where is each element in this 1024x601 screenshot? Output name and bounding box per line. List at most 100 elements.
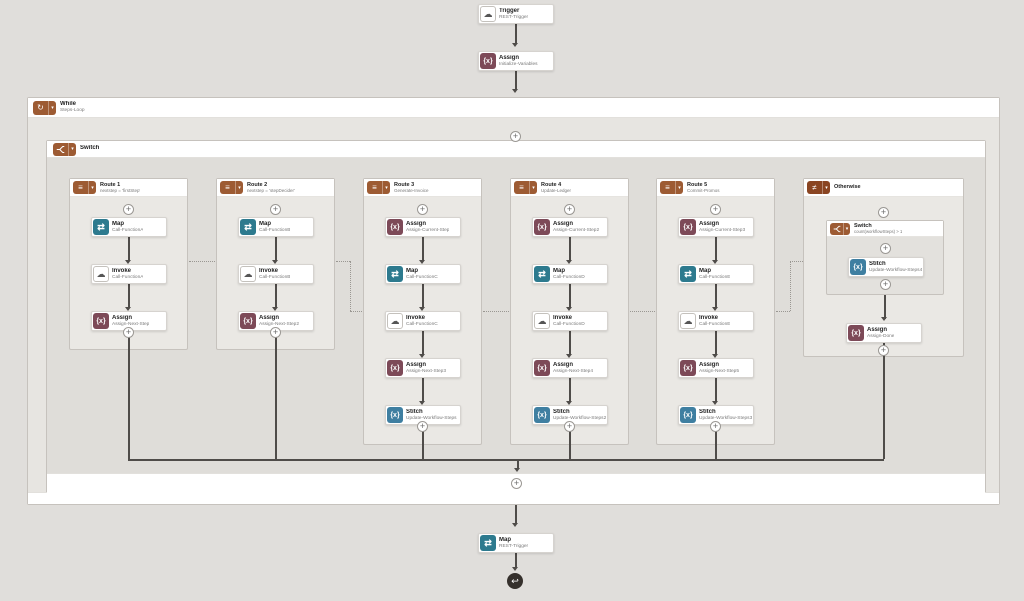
route-2-header[interactable]: ≡ ▾ Route 2 nextstep = 'stepDecider': [217, 179, 334, 197]
route3-invoke-node[interactable]: ☁ Invoke Call-FunctionC: [385, 311, 461, 331]
route-4-header[interactable]: ≡ ▾ Route 4 Update-Ledger: [511, 179, 628, 197]
connector-arrow: [881, 317, 887, 321]
otherwise-container: ≠ ▾ Otherwise + ▾ Switch count(workflowSt…: [803, 178, 964, 358]
route2-map-node[interactable]: ⇄ Map Call-FunctionB: [238, 217, 314, 237]
route3-map-node[interactable]: ⇄ Map Call-FunctionC: [385, 264, 461, 284]
add-action-button[interactable]: +: [417, 421, 428, 432]
add-action-button[interactable]: +: [417, 204, 428, 215]
route1-invoke-node[interactable]: ☁ Invoke Call-FunctionA: [91, 264, 167, 284]
connector: [128, 350, 130, 459]
connector-arrow: [419, 401, 425, 405]
map-icon: ⇄: [534, 266, 550, 282]
end-node[interactable]: ↩: [507, 573, 523, 589]
chevron-down-icon[interactable]: ▾: [48, 100, 56, 115]
route1-map-node[interactable]: ⇄ Map Call-FunctionA: [91, 217, 167, 237]
condition-menu-icon[interactable]: ≡ ▾: [660, 181, 683, 194]
connector-arrow: [514, 468, 520, 472]
add-action-button[interactable]: +: [270, 204, 281, 215]
connector: [128, 331, 130, 351]
cloud-invoke-icon: ☁: [534, 313, 550, 329]
loop-icon[interactable]: ↻ ▾: [33, 100, 56, 115]
connector: [275, 237, 277, 260]
route4-invoke-node[interactable]: ☁ Invoke Call-FunctionD: [532, 311, 608, 331]
connector: [569, 445, 571, 459]
route5-invoke-node[interactable]: ☁ Invoke Call-FunctionE: [678, 311, 754, 331]
route-title: Route 5: [687, 181, 708, 188]
route-1-container: ≡ ▾ Route 1 nextstep = 'firstStep' + ⇄ Ma…: [69, 178, 188, 351]
not-equal-icon[interactable]: ≠ ▾: [807, 181, 830, 194]
node-subtitle: Initialize-Variables: [499, 61, 538, 67]
assign-icon: {x}: [680, 219, 696, 235]
while-container: ↻ ▾ While Steps-Loop + ▾ Switch +: [27, 97, 1000, 505]
route-4-container: ≡ ▾ Route 4 Update-Ledger + {x} Assign Ass…: [510, 178, 629, 446]
add-action-button[interactable]: +: [123, 327, 134, 338]
switch-header[interactable]: ▾ Switch: [47, 141, 985, 158]
condition-menu-icon[interactable]: ≡ ▾: [220, 181, 243, 194]
connector-arrow: [512, 523, 518, 527]
condition-menu-icon[interactable]: ≡ ▾: [514, 181, 537, 194]
chevron-down-icon[interactable]: ▾: [675, 181, 683, 194]
add-action-button[interactable]: +: [564, 421, 575, 432]
final-map-node[interactable]: ⇄ Map REST-Trigger: [478, 533, 554, 553]
add-action-button[interactable]: +: [123, 204, 134, 215]
condition-menu-icon[interactable]: ≡ ▾: [73, 181, 96, 194]
connector-arrow: [712, 260, 718, 264]
switch-icon[interactable]: ▾: [53, 142, 76, 156]
condition-menu-icon[interactable]: ≡ ▾: [367, 181, 390, 194]
route1-assign-node[interactable]: {x} Assign Assign-Next-Step: [91, 311, 167, 331]
add-action-button[interactable]: +: [880, 279, 891, 290]
while-title: While: [60, 101, 76, 108]
switch-icon[interactable]: ▾: [830, 222, 850, 235]
assign-icon: {x}: [387, 219, 403, 235]
nested-switch-header[interactable]: ▾ Switch count(workflowSteps) > 1: [827, 221, 943, 237]
add-action-button[interactable]: +: [880, 243, 891, 254]
add-action-button[interactable]: +: [564, 204, 575, 215]
otherwise-header[interactable]: ≠ ▾ Otherwise: [804, 179, 963, 197]
dotted-connector: [350, 311, 362, 312]
route-subtitle: Generate-Invoice: [394, 188, 429, 194]
add-action-button[interactable]: +: [878, 345, 889, 356]
route3-assign2-node[interactable]: {x} Assign Assign-Next-Step3: [385, 358, 461, 378]
chevron-down-icon[interactable]: ▾: [843, 222, 850, 235]
chevron-down-icon[interactable]: ▾: [529, 181, 537, 194]
dotted-connector: [630, 311, 655, 312]
route-1-header[interactable]: ≡ ▾ Route 1 nextstep = 'firstStep': [70, 179, 187, 197]
chevron-down-icon[interactable]: ▾: [68, 142, 76, 156]
chevron-down-icon[interactable]: ▾: [235, 181, 243, 194]
assign-icon: {x}: [387, 360, 403, 376]
chevron-down-icon[interactable]: ▾: [822, 181, 830, 194]
connector: [275, 331, 277, 351]
connector-arrow: [512, 43, 518, 47]
trigger-node[interactable]: ☁ Trigger REST-Trigger: [478, 4, 554, 24]
add-action-button[interactable]: +: [710, 421, 721, 432]
connector: [715, 237, 717, 260]
route5-map-node[interactable]: ⇄ Map Call-FunctionE: [678, 264, 754, 284]
add-action-button[interactable]: +: [510, 131, 521, 142]
initialize-assign-node[interactable]: {x} Assign Initialize-Variables: [478, 51, 554, 71]
while-header[interactable]: ↻ ▾ While Steps-Loop: [28, 98, 999, 118]
route4-assign2-node[interactable]: {x} Assign Assign-Next-Step4: [532, 358, 608, 378]
route2-invoke-node[interactable]: ☁ Invoke Call-FunctionB: [238, 264, 314, 284]
map-icon: ⇄: [680, 266, 696, 282]
route4-map-node[interactable]: ⇄ Map Call-FunctionD: [532, 264, 608, 284]
add-action-button[interactable]: +: [511, 478, 522, 489]
otherwise-stitch-node[interactable]: {x} Stitch Update-Workflow-Steps4: [848, 257, 924, 277]
nested-switch-subtitle: count(workflowSteps) > 1: [854, 229, 903, 235]
connector: [715, 331, 717, 354]
chevron-down-icon[interactable]: ▾: [88, 181, 96, 194]
dotted-connector: [189, 261, 215, 262]
dotted-connector: [350, 261, 351, 311]
otherwise-assign-node[interactable]: {x} Assign Assign-Done: [846, 323, 922, 343]
add-action-button[interactable]: +: [270, 327, 281, 338]
route5-assign2-node[interactable]: {x} Assign Assign-Next-Step5: [678, 358, 754, 378]
route-5-header[interactable]: ≡ ▾ Route 5 Commit-Promos: [657, 179, 774, 197]
route-3-header[interactable]: ≡ ▾ Route 3 Generate-Invoice: [364, 179, 481, 197]
route3-assign-node[interactable]: {x} Assign Assign-Current-Step: [385, 217, 461, 237]
add-action-button[interactable]: +: [710, 204, 721, 215]
route5-assign-node[interactable]: {x} Assign Assign-Current-Step3: [678, 217, 754, 237]
connector-arrow: [419, 307, 425, 311]
chevron-down-icon[interactable]: ▾: [382, 181, 390, 194]
route4-assign-node[interactable]: {x} Assign Assign-Current-Step2: [532, 217, 608, 237]
add-action-button[interactable]: +: [878, 207, 889, 218]
